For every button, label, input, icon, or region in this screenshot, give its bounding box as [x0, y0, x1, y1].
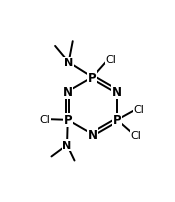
- Text: N: N: [64, 58, 73, 68]
- Text: Cl: Cl: [133, 105, 144, 115]
- Text: N: N: [62, 140, 72, 150]
- Text: N: N: [87, 128, 97, 141]
- Text: N: N: [63, 85, 73, 98]
- Text: Cl: Cl: [39, 115, 50, 124]
- Text: P: P: [113, 114, 121, 127]
- Text: Cl: Cl: [131, 131, 142, 141]
- Text: P: P: [88, 71, 97, 84]
- Text: P: P: [63, 114, 72, 127]
- Text: N: N: [112, 85, 122, 98]
- Text: Cl: Cl: [105, 55, 116, 64]
